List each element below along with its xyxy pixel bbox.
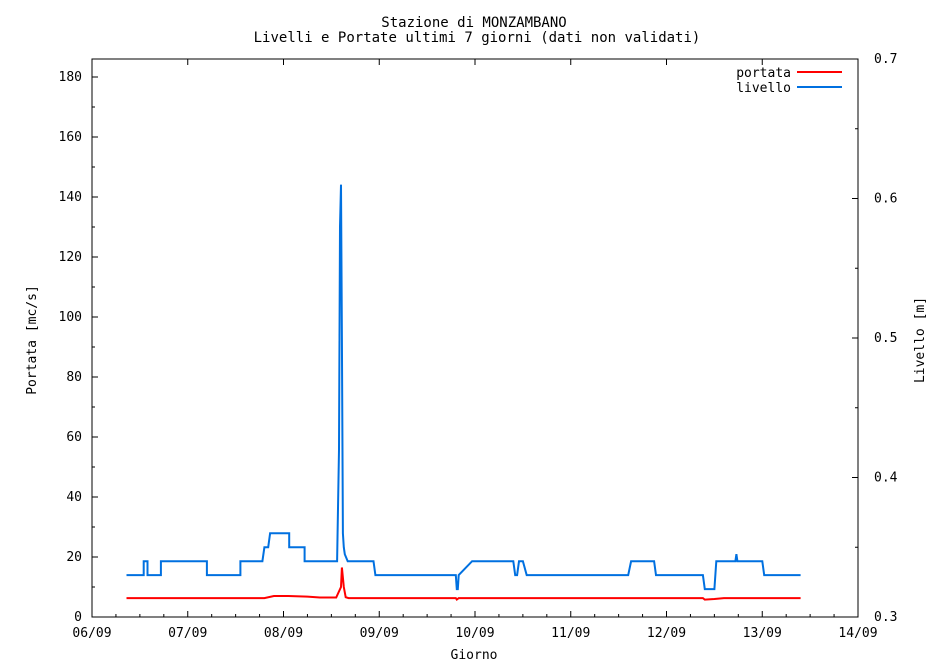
x-tick-label: 11/09 <box>551 626 590 641</box>
left-tick-label: 100 <box>59 310 82 325</box>
right-tick-label: 0.6 <box>874 192 897 207</box>
left-tick-label: 160 <box>59 130 82 145</box>
left-tick-label: 80 <box>66 370 82 385</box>
x-axis: 06/09 07/09 08/09 09/09 10/09 11/09 12/09 13/09… <box>72 59 878 641</box>
x-tick-label: 09/09 <box>360 626 399 641</box>
left-y-axis-label: Portata [mc/s] <box>25 285 40 395</box>
x-tick-label: 08/09 <box>264 626 303 641</box>
right-tick-label: 0.3 <box>874 610 897 625</box>
left-tick-label: 40 <box>66 490 82 505</box>
x-tick-label: 14/09 <box>838 626 877 641</box>
right-tick-label: 0.7 <box>874 52 897 67</box>
right-y-axis-label: Livello [m] <box>913 297 928 383</box>
right-y-axis: 0.3 0.4 0.5 0.6 0.7 <box>852 52 898 625</box>
left-tick-label: 20 <box>66 550 82 565</box>
chart-title: Stazione di MONZAMBANO <box>381 15 566 31</box>
left-tick-label: 60 <box>66 430 82 445</box>
legend-label-livello: livello <box>736 81 791 96</box>
x-tick-label: 10/09 <box>455 626 494 641</box>
right-tick-label: 0.4 <box>874 471 898 486</box>
legend: portata livello <box>736 66 842 96</box>
chart-subtitle: Livelli e Portate ultimi 7 giorni (dati … <box>254 30 701 46</box>
right-tick-label: 0.5 <box>874 331 897 346</box>
plot-frame <box>91 58 859 618</box>
series-line-livello <box>126 184 801 591</box>
x-tick-label: 07/09 <box>168 626 207 641</box>
series-line-portata <box>126 567 801 602</box>
x-tick-label: 12/09 <box>647 626 686 641</box>
legend-label-portata: portata <box>736 66 791 81</box>
left-tick-label: 140 <box>59 190 82 205</box>
left-tick-label: 180 <box>59 70 82 85</box>
left-tick-label: 120 <box>59 250 82 265</box>
left-tick-label: 0 <box>74 610 82 625</box>
plot-area <box>126 184 801 602</box>
left-y-axis: 0 20 40 60 80 100 120 140 160 180 <box>59 70 98 625</box>
x-tick-label: 13/09 <box>743 626 782 641</box>
x-tick-label: 06/09 <box>72 626 111 641</box>
x-axis-label: Giorno <box>451 648 498 663</box>
